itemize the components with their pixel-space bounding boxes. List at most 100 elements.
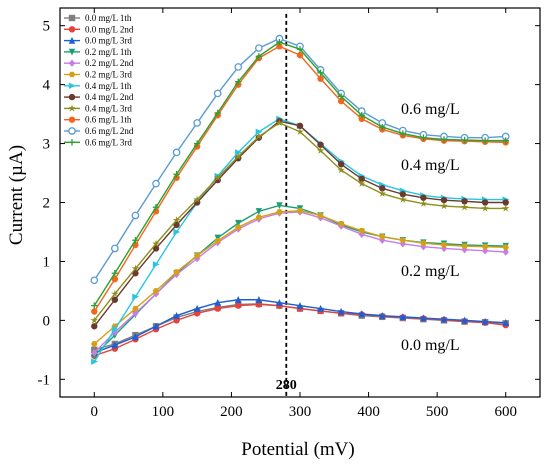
series-11 [91,38,509,309]
data-point [90,316,99,324]
data-point [193,252,201,259]
legend-label: 0.0 mg/L 2nd [85,24,134,34]
legend-marker [68,104,76,112]
data-point [255,296,263,303]
data-point [296,207,304,214]
data-point [276,202,283,210]
data-point [317,69,324,77]
annotation-label: 0.2 mg/L [401,263,460,280]
data-point [399,130,407,137]
data-point [399,191,407,198]
data-point [440,202,448,210]
data-point [358,228,365,234]
plot-layer: 280 0.6 mg/L 0.4 mg/L 0.2 mg/L 0.0 mg/L [90,13,510,397]
data-point [255,44,263,52]
data-point [337,220,345,227]
data-point [461,136,468,144]
data-point [317,212,324,219]
data-point [399,237,407,243]
data-point [255,128,263,135]
x-tick-label: 300 [289,404,312,420]
data-point [173,221,180,229]
data-point [235,149,242,156]
legend-marker [68,93,76,101]
x-tick-label: 0 [91,404,99,420]
data-point [502,248,509,256]
legend-label: 0.2 mg/L 2nd [85,58,134,68]
data-point [399,313,407,321]
data-point [440,315,448,323]
data-point [152,239,160,247]
data-point [193,304,201,312]
series-5 [91,207,509,347]
data-point [132,237,139,244]
data-point [379,185,386,192]
data-point [131,211,140,220]
data-point [379,123,386,131]
legend-label: 0.4 mg/L 1th [85,81,132,91]
data-point [276,38,283,46]
legend-marker [68,82,76,89]
data-point [152,179,160,188]
x-axis-title: Potential (mV) [241,439,354,460]
data-point [91,323,98,330]
data-point [481,243,489,250]
x-tick-label: 600 [494,404,517,420]
data-point [193,119,201,127]
annotation-label: 0.0 mg/L [401,337,460,354]
data-point [358,175,365,183]
data-point [255,132,263,140]
data-point [234,63,243,71]
data-point [481,204,489,212]
data-point [337,93,345,100]
x-tick-label: 200 [220,404,243,420]
data-point [111,341,119,349]
data-point [235,296,242,303]
data-point [90,276,99,285]
data-point [337,160,345,168]
data-point [111,289,119,298]
legend-marker [68,26,76,33]
data-point [152,322,160,330]
series-2 [91,296,509,356]
data-point [296,301,304,309]
data-point [502,199,509,206]
data-point [111,244,119,253]
legend-item: 0.4 mg/L 1th [64,81,132,91]
axes-layer: 0 100 200 300 400 500 600 -1 0 1 2 3 4 5 [38,7,541,420]
data-point [296,51,304,59]
y-axis-title: Current (µA) [6,145,27,245]
y-tick-label: -1 [38,372,51,388]
data-point [193,140,201,147]
y-tick-label: 2 [43,196,51,212]
legend-item: 0.4 mg/L 3rd [64,103,132,113]
legend-label: 0.6 mg/L 3rd [85,137,132,147]
legend-label: 0.4 mg/L 3rd [85,103,132,113]
y-tick-label: 0 [43,313,51,329]
data-point [91,302,98,309]
legend-label: 0.2 mg/L 1th [85,47,132,57]
data-point [193,195,201,203]
data-point [173,228,181,236]
data-point [337,166,345,174]
data-point [255,208,263,216]
data-point [419,199,428,207]
data-point [481,137,489,144]
data-point [173,171,180,178]
legend-marker [68,59,76,67]
data-point [502,244,509,251]
data-point [152,245,160,252]
legend-item: 0.0 mg/L 1th [64,13,132,23]
data-point [378,189,387,197]
data-point [214,305,221,312]
legend-label: 0.0 mg/L 1th [85,13,132,23]
data-point [379,311,386,319]
legend-item: 0.2 mg/L 3rd [64,70,132,80]
data-point [358,115,365,123]
data-point [235,224,242,231]
data-point [296,122,304,130]
legend-item: 0.6 mg/L 1th [64,115,132,125]
legend-marker [68,139,76,146]
